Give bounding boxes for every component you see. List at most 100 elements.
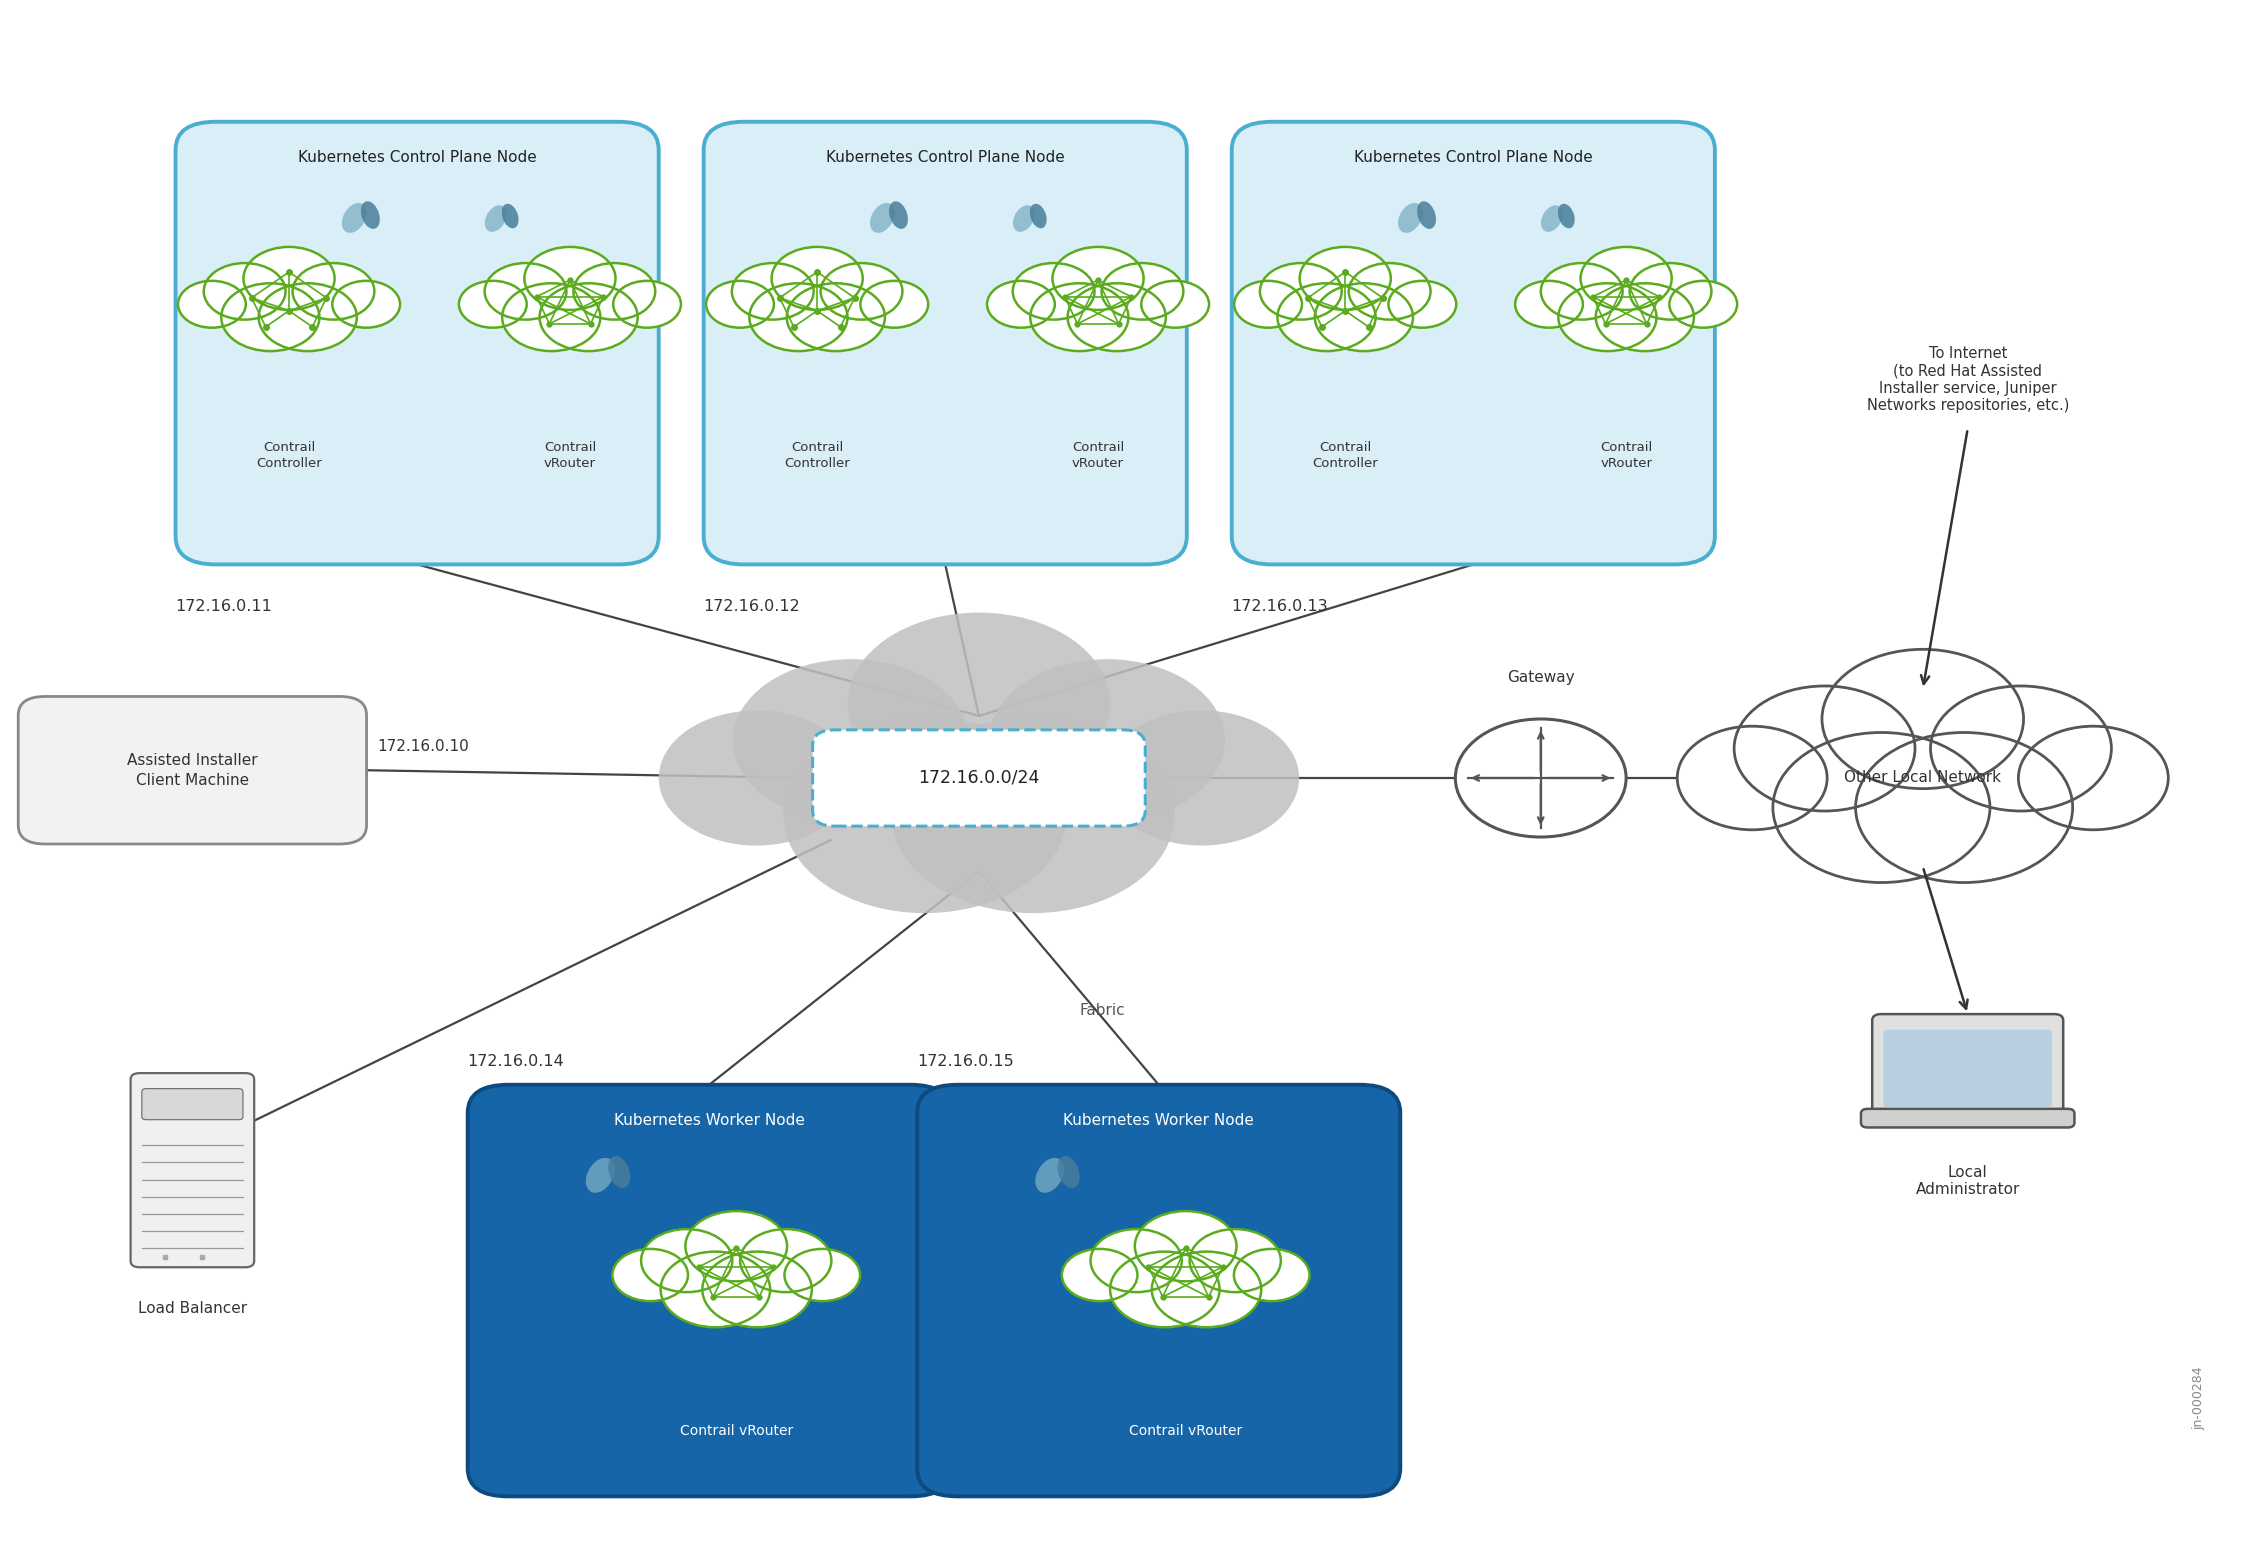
Text: Kubernetes Worker Node: Kubernetes Worker Node <box>614 1113 805 1128</box>
Ellipse shape <box>990 660 1224 822</box>
Ellipse shape <box>459 280 526 328</box>
Ellipse shape <box>785 1249 860 1301</box>
Ellipse shape <box>1109 1251 1220 1327</box>
Ellipse shape <box>178 280 245 328</box>
Ellipse shape <box>1012 263 1094 319</box>
Ellipse shape <box>821 263 902 319</box>
Ellipse shape <box>988 280 1055 328</box>
Text: 172.16.0.14: 172.16.0.14 <box>468 1055 565 1069</box>
Ellipse shape <box>1300 247 1390 310</box>
Text: 172.16.0.11: 172.16.0.11 <box>176 599 272 613</box>
FancyBboxPatch shape <box>1872 1015 2063 1116</box>
FancyBboxPatch shape <box>1861 1109 2074 1128</box>
Text: Contrail
vRouter: Contrail vRouter <box>1600 440 1652 470</box>
Text: Kubernetes Worker Node: Kubernetes Worker Node <box>1064 1113 1253 1128</box>
Ellipse shape <box>1035 1158 1064 1193</box>
Ellipse shape <box>788 283 884 352</box>
Ellipse shape <box>502 204 518 229</box>
Ellipse shape <box>612 1249 688 1301</box>
Text: Contrail
Controller: Contrail Controller <box>1312 440 1377 470</box>
Ellipse shape <box>1235 280 1303 328</box>
Ellipse shape <box>1260 263 1341 319</box>
Ellipse shape <box>1012 205 1035 232</box>
Text: Load Balancer: Load Balancer <box>137 1301 248 1316</box>
Text: Contrail vRouter: Contrail vRouter <box>1130 1424 1242 1438</box>
Ellipse shape <box>243 247 335 310</box>
Text: Other Local Network: Other Local Network <box>1845 770 2000 786</box>
Text: 172.16.0.0/24: 172.16.0.0/24 <box>918 769 1040 787</box>
Text: Gateway: Gateway <box>1508 669 1575 685</box>
Ellipse shape <box>1514 280 1584 328</box>
Ellipse shape <box>659 711 855 845</box>
Ellipse shape <box>706 280 774 328</box>
FancyBboxPatch shape <box>918 1085 1400 1497</box>
Ellipse shape <box>524 247 616 310</box>
Ellipse shape <box>889 201 909 229</box>
Ellipse shape <box>783 717 1066 913</box>
FancyBboxPatch shape <box>142 1089 243 1120</box>
Ellipse shape <box>292 263 374 319</box>
Ellipse shape <box>333 280 400 328</box>
FancyBboxPatch shape <box>704 121 1186 565</box>
Ellipse shape <box>1418 201 1436 229</box>
Ellipse shape <box>848 613 1112 794</box>
Ellipse shape <box>891 717 1174 913</box>
Ellipse shape <box>614 280 682 328</box>
Ellipse shape <box>1030 283 1130 352</box>
Ellipse shape <box>1541 205 1564 232</box>
Ellipse shape <box>1773 733 1989 882</box>
Ellipse shape <box>259 283 358 352</box>
Ellipse shape <box>1058 1156 1080 1189</box>
Ellipse shape <box>1141 280 1208 328</box>
FancyBboxPatch shape <box>1883 1030 2052 1108</box>
Ellipse shape <box>540 283 637 352</box>
Ellipse shape <box>686 1211 788 1281</box>
Ellipse shape <box>662 1251 770 1327</box>
Ellipse shape <box>360 201 380 229</box>
Ellipse shape <box>1397 202 1422 233</box>
Ellipse shape <box>608 1156 630 1189</box>
Ellipse shape <box>772 247 862 310</box>
FancyBboxPatch shape <box>1231 121 1714 565</box>
Ellipse shape <box>749 283 848 352</box>
Ellipse shape <box>871 202 896 233</box>
Ellipse shape <box>740 1229 832 1291</box>
Text: Contrail
Controller: Contrail Controller <box>256 440 322 470</box>
Ellipse shape <box>1735 686 1915 811</box>
Ellipse shape <box>1062 1249 1138 1301</box>
FancyBboxPatch shape <box>812 730 1145 826</box>
Ellipse shape <box>220 283 319 352</box>
Text: Fabric: Fabric <box>1080 1004 1125 1018</box>
Text: 172.16.0.12: 172.16.0.12 <box>704 599 801 613</box>
Ellipse shape <box>702 1251 812 1327</box>
Text: Contrail vRouter: Contrail vRouter <box>680 1424 792 1438</box>
Ellipse shape <box>1278 283 1375 352</box>
Text: Contrail
vRouter: Contrail vRouter <box>544 440 596 470</box>
Text: Contrail
Controller: Contrail Controller <box>785 440 850 470</box>
Text: Assisted Installer
Client Machine: Assisted Installer Client Machine <box>126 753 259 787</box>
Ellipse shape <box>1069 283 1166 352</box>
Text: 172.16.0.13: 172.16.0.13 <box>1231 599 1327 613</box>
Ellipse shape <box>1541 263 1622 319</box>
FancyBboxPatch shape <box>468 1085 952 1497</box>
Ellipse shape <box>1134 1211 1238 1281</box>
Text: Local
Administrator: Local Administrator <box>1915 1165 2020 1198</box>
Ellipse shape <box>1595 283 1694 352</box>
Ellipse shape <box>1233 1249 1309 1301</box>
Ellipse shape <box>1314 283 1413 352</box>
Ellipse shape <box>1105 711 1298 845</box>
Ellipse shape <box>502 283 601 352</box>
Text: Kubernetes Control Plane Node: Kubernetes Control Plane Node <box>297 149 536 165</box>
Ellipse shape <box>1348 263 1431 319</box>
Ellipse shape <box>1856 733 2072 882</box>
Ellipse shape <box>484 263 567 319</box>
Ellipse shape <box>1670 280 1737 328</box>
Ellipse shape <box>1091 1229 1181 1291</box>
Text: jn-000284: jn-000284 <box>2194 1366 2205 1430</box>
Text: Kubernetes Control Plane Node: Kubernetes Control Plane Node <box>1354 149 1593 165</box>
Text: 172.16.0.15: 172.16.0.15 <box>918 1055 1015 1069</box>
Ellipse shape <box>1030 204 1046 229</box>
Text: Contrail
vRouter: Contrail vRouter <box>1071 440 1125 470</box>
Ellipse shape <box>1580 247 1672 310</box>
Text: 172.16.0.10: 172.16.0.10 <box>378 739 470 755</box>
